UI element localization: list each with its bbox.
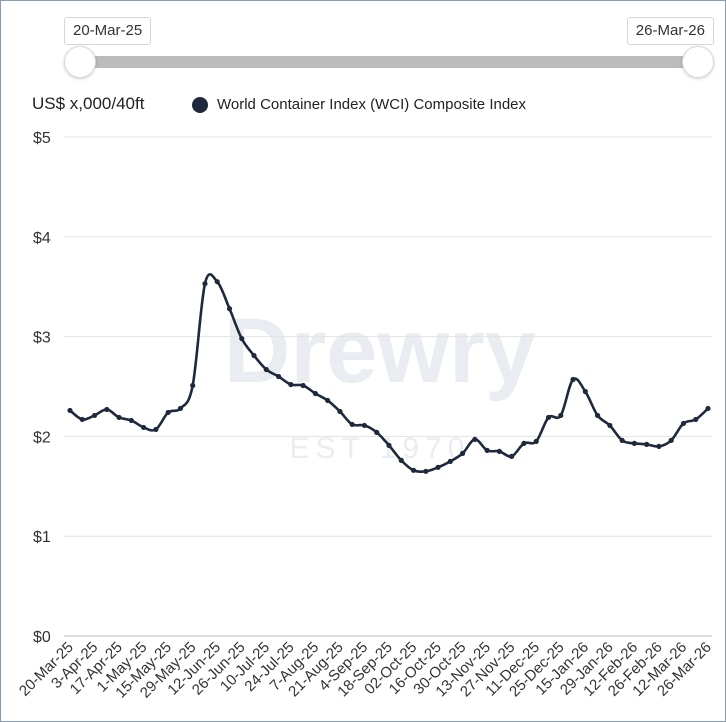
data-point[interactable]	[594, 412, 601, 419]
data-point[interactable]	[693, 416, 699, 423]
data-point[interactable]	[361, 422, 368, 429]
data-point[interactable]	[509, 453, 515, 459]
data-point[interactable]	[521, 440, 527, 446]
data-point[interactable]	[644, 441, 650, 447]
y-axis-unit-label: US$ x,000/40ft	[32, 94, 145, 113]
data-point[interactable]	[337, 408, 343, 415]
data-point[interactable]	[91, 412, 98, 419]
data-point[interactable]	[312, 390, 318, 397]
drewry-watermark: Drewry EST 1970	[224, 300, 536, 465]
data-point[interactable]	[165, 409, 171, 416]
gridlines	[64, 136, 712, 637]
data-point[interactable]	[496, 448, 503, 454]
data-point[interactable]	[263, 366, 269, 373]
legend-label: World Container Index (WCI) Composite In…	[217, 96, 527, 113]
data-point[interactable]	[545, 414, 552, 421]
y-tick-label: $5	[33, 130, 51, 147]
date-range-selector[interactable]: 20-Mar-25 26-Mar-26	[64, 16, 714, 80]
legend[interactable]: World Container Index (WCI) Composite In…	[192, 96, 526, 113]
data-point[interactable]	[116, 414, 122, 421]
range-end-label: 26-Mar-26	[626, 17, 714, 45]
data-point[interactable]	[104, 406, 110, 413]
data-point[interactable]	[349, 421, 355, 428]
y-tick-label: $4	[33, 230, 51, 247]
data-point[interactable]	[128, 417, 134, 424]
data-point[interactable]	[607, 422, 613, 429]
watermark-est: EST 1970	[290, 432, 471, 465]
y-tick-label: $3	[33, 330, 51, 347]
data-point[interactable]	[558, 412, 564, 419]
series-wci	[67, 273, 711, 474]
data-point[interactable]	[251, 352, 257, 359]
data-point[interactable]	[484, 447, 490, 453]
range-end-handle[interactable]	[682, 46, 714, 78]
data-point[interactable]	[668, 437, 674, 443]
data-point[interactable]	[214, 279, 220, 285]
data-point[interactable]	[656, 443, 662, 449]
y-tick-label: $2	[33, 429, 51, 446]
data-point[interactable]	[435, 464, 441, 470]
data-point[interactable]	[410, 467, 417, 473]
data-point[interactable]	[79, 416, 85, 423]
data-point[interactable]	[570, 376, 576, 383]
data-point[interactable]	[190, 382, 196, 389]
data-point[interactable]	[300, 382, 306, 389]
data-point[interactable]	[239, 335, 245, 342]
data-point[interactable]	[680, 420, 687, 427]
data-point[interactable]	[460, 450, 466, 456]
data-point[interactable]	[275, 373, 282, 380]
y-tick-label: $1	[33, 529, 51, 546]
data-point[interactable]	[288, 381, 294, 388]
watermark-brand: Drewry	[224, 300, 536, 402]
y-tick-label: $0	[33, 629, 51, 646]
data-point[interactable]	[472, 436, 478, 442]
data-point[interactable]	[386, 442, 392, 448]
data-point[interactable]	[423, 468, 429, 474]
range-start-label: 20-Mar-25	[64, 17, 152, 45]
legend-marker	[192, 96, 208, 113]
data-point[interactable]	[67, 407, 73, 414]
data-point[interactable]	[202, 281, 208, 287]
range-track[interactable]	[80, 56, 698, 68]
data-point[interactable]	[705, 405, 711, 412]
data-point[interactable]	[177, 405, 184, 412]
y-axis: $0 $1 $2 $3 $4 $5	[33, 130, 51, 646]
data-point[interactable]	[153, 426, 159, 433]
data-point[interactable]	[374, 429, 380, 436]
data-point[interactable]	[226, 306, 233, 312]
data-point[interactable]	[398, 457, 404, 463]
data-point[interactable]	[447, 458, 453, 464]
x-axis: 20-Mar-253-Apr-2517-Apr-251-May-2515-May…	[16, 639, 715, 702]
data-point[interactable]	[631, 440, 637, 446]
data-point[interactable]	[325, 397, 331, 404]
range-start-handle[interactable]	[64, 46, 96, 78]
data-point[interactable]	[619, 437, 625, 443]
data-point[interactable]	[141, 424, 147, 431]
data-point[interactable]	[533, 438, 539, 444]
data-point[interactable]	[582, 388, 588, 395]
